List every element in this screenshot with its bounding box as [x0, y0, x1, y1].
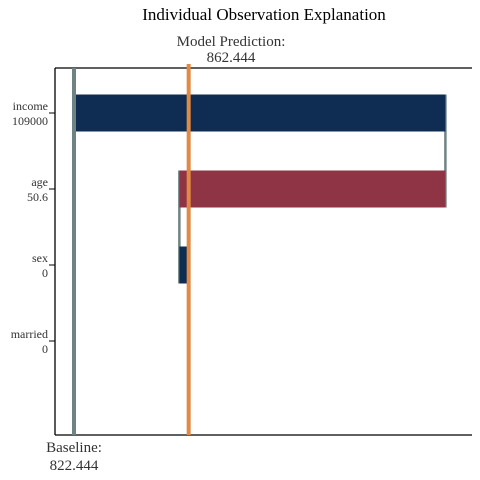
prediction-value: 862.444: [207, 50, 256, 66]
chart-title: Individual Observation Explanation: [142, 5, 386, 24]
prediction-label: Model Prediction:: [177, 34, 286, 50]
baseline-value: 822.444: [50, 458, 99, 474]
y-label-sex: sex: [32, 251, 48, 265]
y-label-married: married: [11, 327, 48, 341]
y-value-sex: 0: [42, 266, 48, 280]
bar-age: [179, 170, 446, 208]
baseline-label: Baseline:: [46, 440, 102, 456]
y-value-income: 109000: [12, 114, 48, 128]
bar-income: [74, 94, 446, 132]
y-label-age: age: [31, 175, 48, 189]
y-value-age: 50.6: [27, 190, 48, 204]
bar-sex: [179, 246, 189, 284]
y-value-married: 0: [42, 342, 48, 356]
y-label-income: income: [13, 99, 48, 113]
bars: [74, 94, 446, 284]
